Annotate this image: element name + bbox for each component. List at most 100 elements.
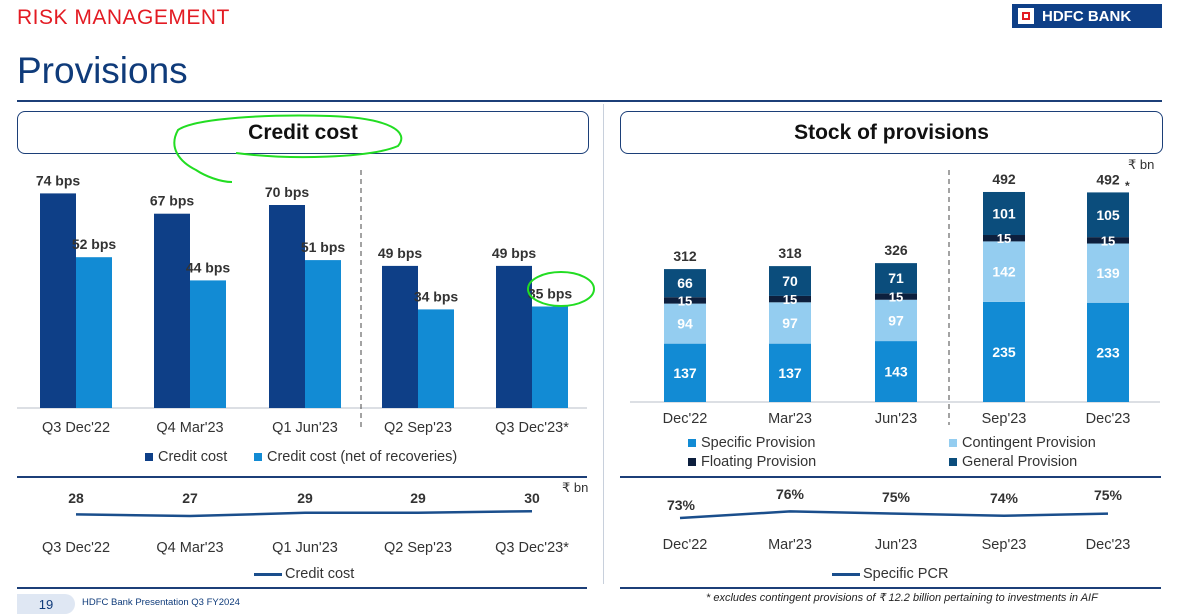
legend-general: General Provision bbox=[949, 454, 1077, 470]
data-label: 70 bps bbox=[265, 184, 310, 200]
specific-pcr-line bbox=[679, 510, 1109, 520]
right-unit-label: ₹ bn bbox=[1128, 157, 1155, 172]
bar-credit-cost-net bbox=[418, 309, 454, 408]
x-tick-label: Q3 Dec'22 bbox=[42, 420, 110, 436]
hdfc-logo-icon bbox=[1018, 8, 1034, 24]
bar-credit-cost-net bbox=[190, 280, 226, 408]
right-section-divider bbox=[620, 476, 1161, 478]
segment-label: 66 bbox=[677, 275, 693, 291]
line-data-label: 27 bbox=[182, 490, 198, 506]
line-data-label: 73% bbox=[667, 497, 696, 513]
bar-segment-general-provision bbox=[769, 266, 811, 296]
x-tick-label: Sep'23 bbox=[982, 411, 1027, 427]
legend-line bbox=[832, 572, 860, 576]
bar-segment-general-provision bbox=[664, 269, 706, 298]
credit-cost-panel-header: Credit cost bbox=[17, 111, 589, 154]
legend-contingent: Contingent Provision bbox=[949, 435, 1096, 451]
total-label: 312 bbox=[673, 248, 697, 264]
x-tick-label: Q3 Dec'23* bbox=[495, 540, 569, 556]
bar-segment-floating-provision bbox=[664, 297, 706, 304]
data-label: 67 bps bbox=[150, 193, 195, 209]
legend-credit-cost: Credit cost bbox=[145, 449, 227, 465]
bar-segment-contingent-provision bbox=[1087, 243, 1129, 303]
line-data-label: 76% bbox=[776, 486, 805, 502]
bar-credit-cost bbox=[382, 265, 418, 408]
bar-segment-specific-provision bbox=[769, 343, 811, 402]
bar-segment-specific-provision bbox=[664, 343, 706, 402]
total-label: 318 bbox=[778, 245, 802, 261]
segment-label: 101 bbox=[992, 205, 1016, 221]
bar-segment-specific-provision bbox=[1087, 302, 1129, 402]
segment-label: 15 bbox=[783, 292, 797, 307]
segment-label: 15 bbox=[889, 290, 903, 305]
segment-label: 15 bbox=[1101, 233, 1115, 248]
logo-text: HDFC BANK bbox=[1042, 7, 1132, 25]
page-number: 19 bbox=[17, 594, 75, 614]
legend-specific: Specific Provision bbox=[688, 435, 815, 451]
segment-label: 137 bbox=[778, 365, 802, 381]
legend-floating: Floating Provision bbox=[688, 454, 816, 470]
bar-credit-cost-net bbox=[532, 306, 568, 408]
segment-label: 71 bbox=[888, 270, 904, 286]
segment-label: 143 bbox=[884, 364, 908, 380]
line-data-label: 75% bbox=[1094, 487, 1123, 503]
total-marker: * bbox=[1125, 179, 1130, 193]
x-tick-label: Dec'22 bbox=[663, 537, 708, 553]
line-data-label: 29 bbox=[410, 490, 426, 506]
bar-segment-specific-provision bbox=[983, 301, 1025, 402]
header-divider bbox=[17, 100, 1162, 102]
legend-swatch bbox=[688, 439, 696, 447]
bar-segment-contingent-provision bbox=[769, 302, 811, 344]
legend-credit-cost-net: Credit cost (net of recoveries) bbox=[254, 449, 457, 465]
x-tick-label: Jun'23 bbox=[875, 411, 917, 427]
bar-credit-cost-net bbox=[305, 260, 341, 408]
segment-label: 15 bbox=[997, 231, 1011, 246]
legend-line bbox=[254, 572, 282, 576]
line-data-label: 29 bbox=[297, 490, 313, 506]
bar-credit-cost bbox=[40, 193, 76, 408]
bar-credit-cost-net bbox=[76, 257, 112, 408]
bar-segment-floating-provision bbox=[769, 295, 811, 303]
data-label: 49 bps bbox=[378, 245, 423, 261]
bar-credit-cost bbox=[496, 265, 532, 408]
x-tick-label: Q3 Dec'23* bbox=[495, 420, 569, 436]
legend-swatch bbox=[949, 458, 957, 466]
data-label: 35 bps bbox=[528, 286, 573, 302]
legend-swatch bbox=[949, 439, 957, 447]
bar-segment-contingent-provision bbox=[875, 299, 917, 342]
data-label: 51 bps bbox=[301, 239, 346, 255]
hdfc-logo: HDFC BANK bbox=[1012, 4, 1162, 28]
bar-segment-contingent-provision bbox=[664, 303, 706, 344]
data-label: 34 bps bbox=[414, 288, 459, 304]
data-label: 74 bps bbox=[36, 172, 81, 188]
total-label: 492 bbox=[992, 171, 1016, 187]
segment-label: 137 bbox=[673, 365, 697, 381]
credit-cost-line bbox=[75, 509, 533, 518]
bar-segment-specific-provision bbox=[875, 341, 917, 402]
left-unit-label: ₹ bn bbox=[562, 480, 589, 495]
segment-label: 70 bbox=[782, 273, 798, 289]
bar-segment-floating-provision bbox=[983, 235, 1025, 242]
stock-provisions-title: Stock of provisions bbox=[794, 120, 989, 144]
x-tick-label: Q3 Dec'22 bbox=[42, 540, 110, 556]
bar-credit-cost bbox=[269, 205, 305, 408]
data-label: 49 bps bbox=[492, 245, 537, 261]
right-bottom-divider bbox=[620, 587, 1161, 589]
segment-label: 15 bbox=[678, 293, 692, 308]
panel-divider bbox=[603, 104, 604, 584]
legend-swatch bbox=[145, 453, 153, 461]
bar-segment-contingent-provision bbox=[983, 241, 1025, 302]
annotation-circle bbox=[173, 114, 403, 183]
x-tick-label: Jun'23 bbox=[875, 537, 917, 553]
data-label: 52 bps bbox=[72, 236, 117, 252]
annotation-circle bbox=[527, 271, 595, 307]
bar-segment-general-provision bbox=[875, 263, 917, 294]
bar-segment-general-provision bbox=[1087, 192, 1129, 238]
bar-segment-floating-provision bbox=[875, 293, 917, 300]
line-data-label: 75% bbox=[882, 489, 911, 505]
x-tick-label: Mar'23 bbox=[768, 537, 812, 553]
x-tick-label: Q2 Sep'23 bbox=[384, 540, 452, 556]
segment-label: 97 bbox=[782, 315, 798, 331]
